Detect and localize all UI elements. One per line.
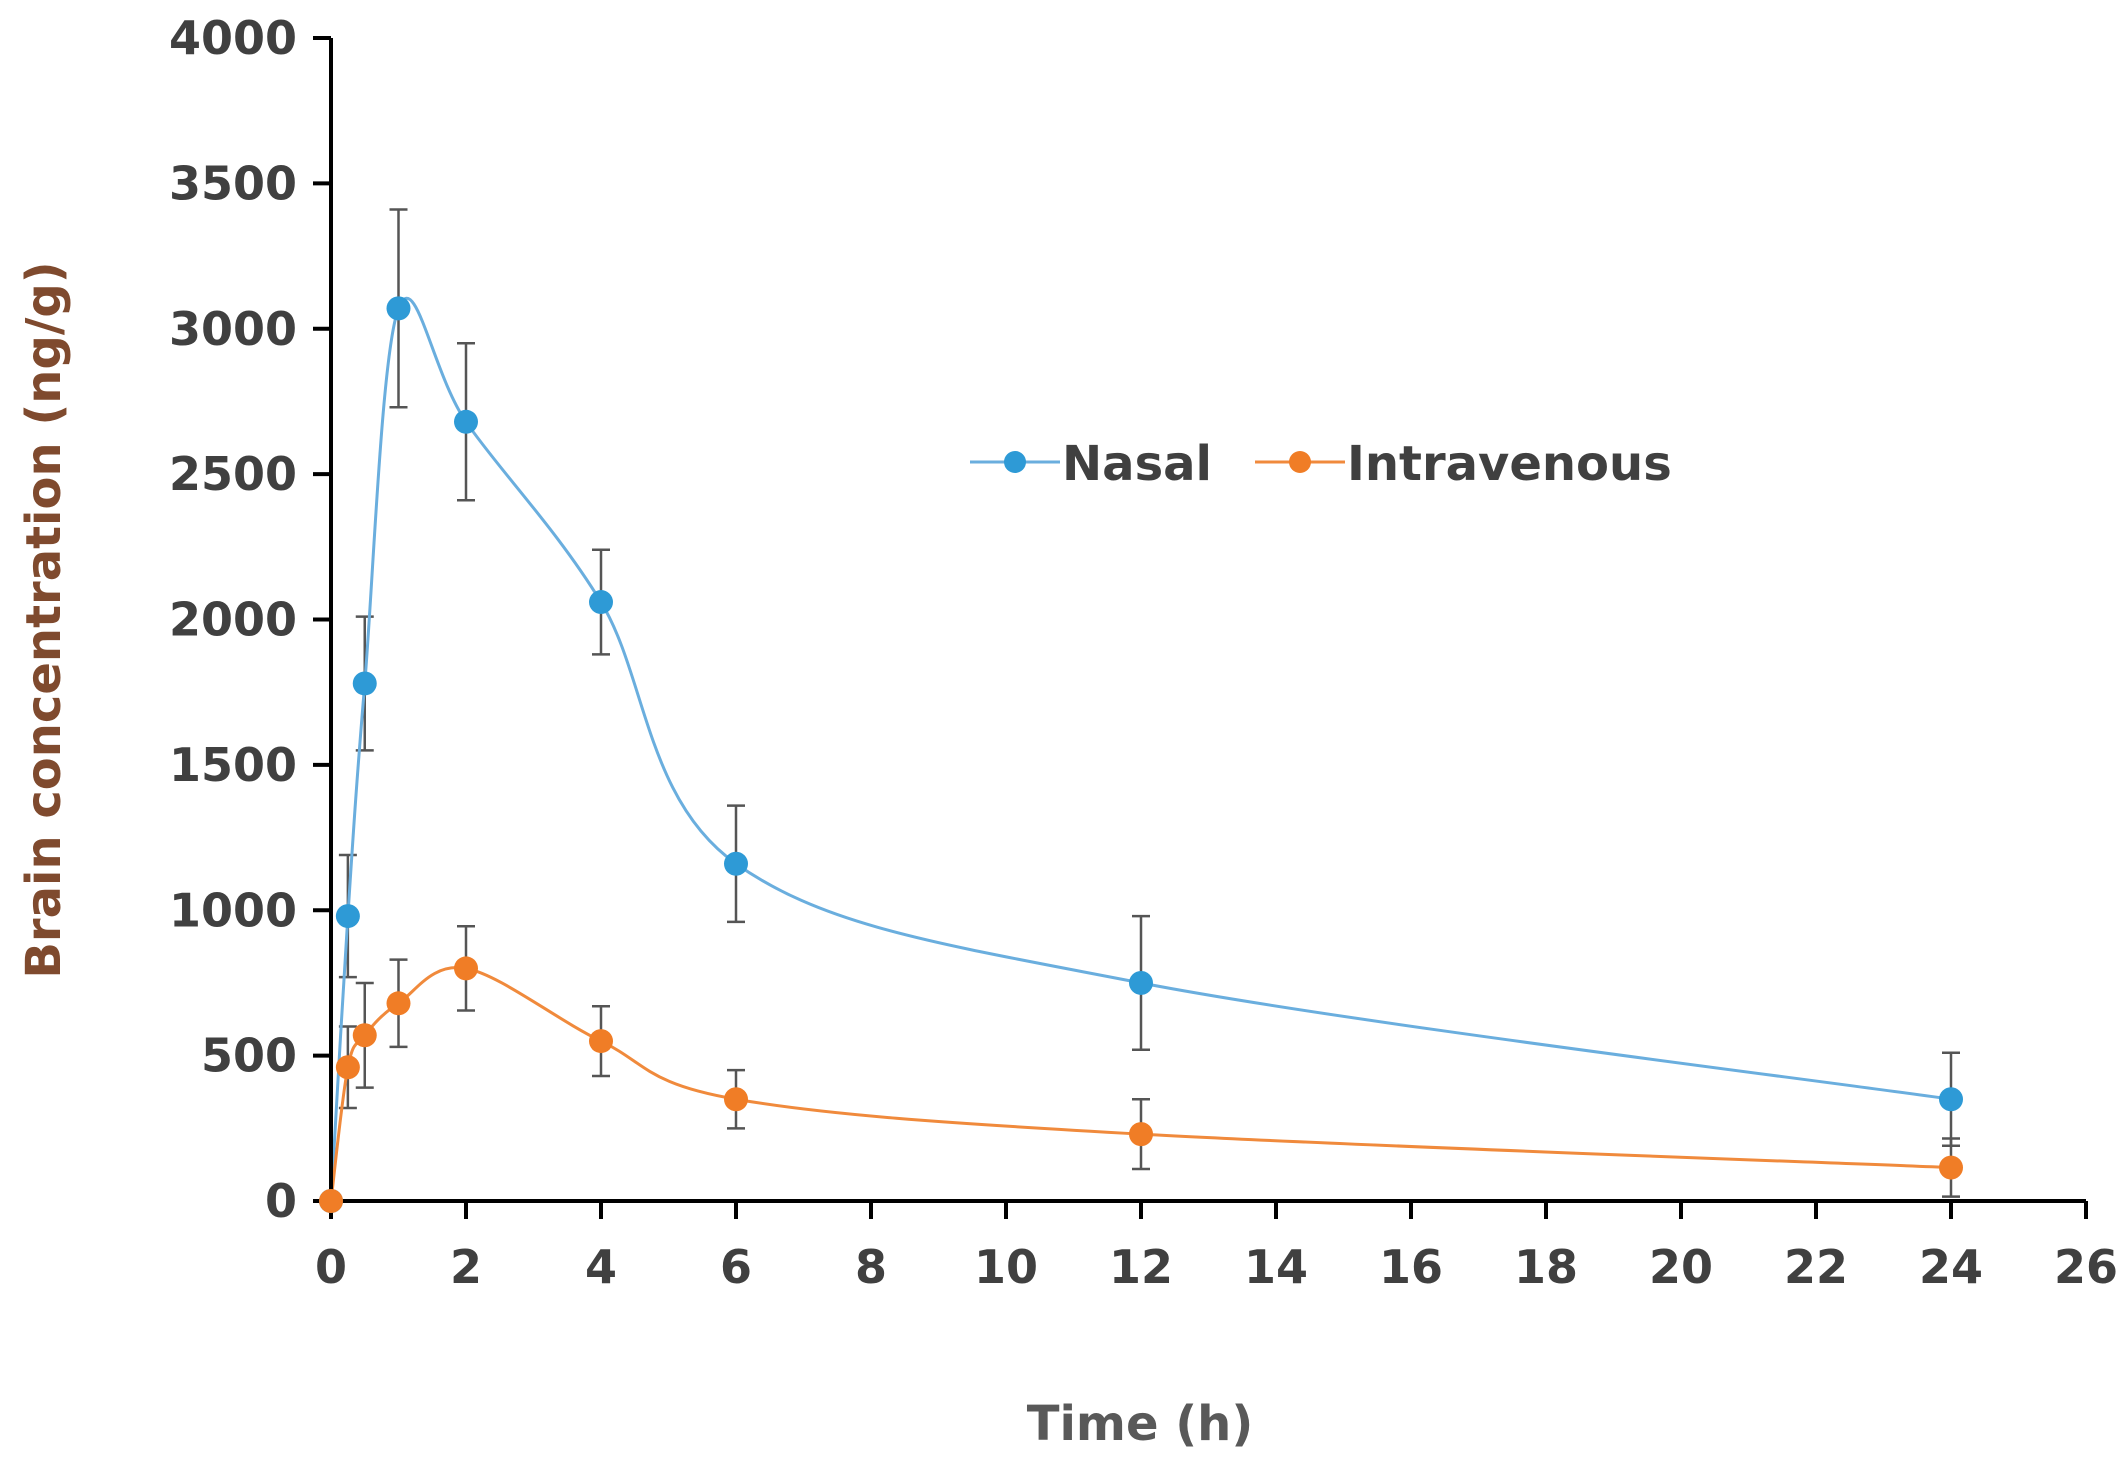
data-point-intravenous[interactable] — [724, 1087, 748, 1112]
axes — [329, 38, 2086, 1203]
y-tick-label: 4000 — [169, 11, 297, 65]
y-tick-label: 2500 — [169, 447, 297, 501]
x-tick-label: 20 — [1649, 1240, 1713, 1294]
data-point-nasal[interactable] — [724, 851, 748, 876]
data-point-nasal[interactable] — [1939, 1087, 1963, 1112]
data-point-nasal[interactable] — [589, 590, 613, 615]
x-tick-label: 10 — [974, 1240, 1038, 1294]
y-tick-label: 1500 — [169, 738, 297, 792]
data-point-nasal[interactable] — [352, 671, 377, 696]
data-point-intravenous[interactable] — [386, 991, 411, 1016]
series-line-nasal — [329, 297, 1952, 1202]
data-point-nasal[interactable] — [335, 904, 360, 929]
data-point-intravenous[interactable] — [335, 1055, 360, 1080]
legend-item-nasal[interactable]: Nasal — [970, 436, 1212, 492]
y-tick-label: 3000 — [169, 302, 297, 356]
legend-marker-intravenous — [1289, 451, 1311, 473]
x-tick-label: 26 — [2054, 1240, 2118, 1294]
data-point-nasal[interactable] — [1129, 970, 1153, 995]
legend-item-intravenous[interactable]: Intravenous — [1255, 436, 1672, 492]
data-point-nasal[interactable] — [454, 409, 478, 434]
x-tick-label: 12 — [1109, 1240, 1173, 1294]
legend-label-intravenous: Intravenous — [1347, 436, 1672, 492]
data-point-intravenous[interactable] — [319, 1189, 343, 1213]
data-point-nasal[interactable] — [386, 296, 411, 321]
data-point-intravenous[interactable] — [454, 956, 478, 981]
x-axis-title: Time (h) — [1027, 1396, 1254, 1452]
x-tick-label: 2 — [450, 1240, 482, 1294]
x-tick-label: 18 — [1514, 1240, 1578, 1294]
x-tick-label: 6 — [720, 1240, 752, 1294]
y-tick-label: 0 — [265, 1174, 297, 1228]
data-point-intravenous[interactable] — [1939, 1155, 1963, 1180]
legend-marker-nasal — [1004, 451, 1026, 473]
x-tick-label: 16 — [1379, 1240, 1443, 1294]
data-point-intravenous[interactable] — [589, 1029, 613, 1054]
x-tick-label: 22 — [1784, 1240, 1848, 1294]
data-point-intravenous[interactable] — [352, 1023, 377, 1048]
x-tick-label: 24 — [1919, 1240, 1983, 1294]
y-tick-label: 1000 — [169, 883, 297, 937]
x-tick-label: 4 — [585, 1240, 617, 1294]
legend-label-nasal: Nasal — [1062, 436, 1212, 492]
legend[interactable]: Nasal Intravenous — [970, 436, 1672, 492]
x-tick-label: 0 — [315, 1240, 347, 1294]
series-lines — [329, 297, 1952, 1202]
data-point-intravenous[interactable] — [1129, 1122, 1153, 1147]
y-tick-label: 3500 — [169, 156, 297, 210]
x-tick-label: 8 — [855, 1240, 887, 1294]
error-bars — [338, 208, 1960, 1198]
y-tick-label: 500 — [201, 1029, 297, 1083]
x-tick-label: 14 — [1244, 1240, 1308, 1294]
y-axis-title: Brain concentration (ng/g) — [16, 261, 72, 978]
y-tick-label: 2000 — [169, 593, 297, 647]
data-points — [319, 296, 1963, 1213]
